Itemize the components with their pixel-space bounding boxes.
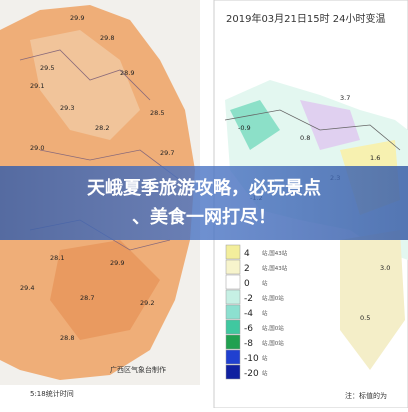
legend-value: -8 bbox=[244, 339, 253, 349]
temperature-label: 29.9 bbox=[110, 259, 124, 267]
legend-value: -20 bbox=[244, 369, 259, 379]
overlay-title-line: 天峨夏季旅游攻略，必玩景点 bbox=[87, 177, 321, 199]
legend-value: 4 bbox=[244, 249, 250, 259]
legend-value: -2 bbox=[244, 294, 253, 304]
legend-value: -6 bbox=[244, 324, 253, 334]
legend-swatch bbox=[225, 364, 241, 380]
legend-swatch bbox=[225, 304, 241, 320]
change-label: 1.6 bbox=[370, 154, 380, 162]
temperature-label: 28.7 bbox=[80, 294, 94, 302]
temperature-label: 29.8 bbox=[100, 34, 114, 42]
legend-note: 站 bbox=[262, 309, 268, 317]
temperature-label: 29.5 bbox=[40, 64, 54, 72]
left-time-note: 5:18统计时间 bbox=[30, 389, 74, 398]
legend-swatch bbox=[225, 244, 241, 260]
legend-note: 站,国0站 bbox=[262, 294, 284, 302]
legend: 4 站,国43站 2 站,国43站 0 站 -2 站,国0站 -4 站 -6 站,国0站 -8 站,国0站… bbox=[225, 244, 288, 380]
temperature-label: 29.2 bbox=[140, 299, 154, 307]
legend-swatch bbox=[225, 289, 241, 305]
legend-value: -4 bbox=[244, 309, 253, 319]
temperature-label: 29.0 bbox=[30, 144, 44, 152]
legend-note: 站 bbox=[262, 279, 268, 287]
temperature-label: 28.5 bbox=[150, 109, 164, 117]
right-map-border bbox=[224, 109, 401, 151]
temperature-label: 29.7 bbox=[160, 149, 174, 157]
change-label: 0.8 bbox=[300, 134, 310, 142]
legend-note: 站 bbox=[262, 369, 268, 377]
change-label: 0.5 bbox=[360, 314, 370, 322]
temperature-label: 29.1 bbox=[30, 82, 44, 90]
temperature-label: 29.9 bbox=[70, 14, 84, 22]
overlay-title-line: 、美食一网打尽！ bbox=[132, 206, 276, 228]
temperature-label: 29.4 bbox=[20, 284, 34, 292]
left-map-region bbox=[50, 240, 160, 340]
change-label: -0.9 bbox=[238, 124, 251, 132]
legend-swatch bbox=[225, 259, 241, 275]
legend-value: 2 bbox=[244, 264, 250, 274]
left-map-region bbox=[30, 30, 140, 140]
legend-swatch bbox=[225, 319, 241, 335]
legend-note: 站,国0站 bbox=[262, 339, 284, 347]
legend-value: -10 bbox=[244, 354, 259, 364]
legend-swatch bbox=[225, 274, 241, 290]
legend-note: 站,国43站 bbox=[262, 249, 288, 257]
title-band bbox=[0, 166, 408, 240]
temperature-label: 28.1 bbox=[50, 254, 64, 262]
left-footer: 广西区气象台制作 bbox=[110, 365, 166, 374]
left-footer-bg bbox=[0, 385, 200, 408]
right-footer: 注：标值的为 bbox=[345, 391, 387, 400]
temperature-label: 28.2 bbox=[95, 124, 109, 132]
legend-note: 站,国43站 bbox=[262, 264, 288, 272]
change-label: 3.7 bbox=[340, 94, 350, 102]
right-map-region bbox=[340, 230, 405, 370]
legend-note: 站 bbox=[262, 354, 268, 362]
right-map-region bbox=[300, 100, 360, 150]
legend-swatch bbox=[225, 334, 241, 350]
change-label: 3.0 bbox=[380, 264, 390, 272]
temperature-label: 28.8 bbox=[60, 334, 74, 342]
legend-value: 0 bbox=[244, 279, 250, 289]
legend-note: 站,国0站 bbox=[262, 324, 284, 332]
temperature-label: 28.9 bbox=[120, 69, 134, 77]
temperature-label: 29.3 bbox=[60, 104, 74, 112]
right-map-title: 2019年03月21日15时 24小时变温 bbox=[226, 12, 386, 25]
legend-swatch bbox=[225, 349, 241, 365]
